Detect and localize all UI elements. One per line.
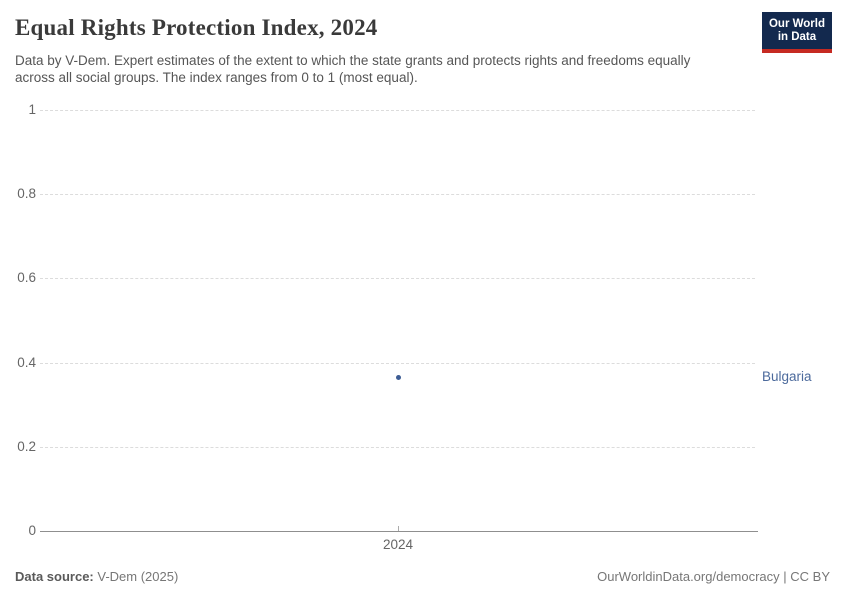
gridline — [40, 446, 755, 448]
gridline — [40, 362, 755, 364]
y-tick-label: 0.2 — [17, 438, 36, 454]
gridline — [40, 194, 755, 196]
chart-subtitle: Data by V-Dem. Expert estimates of the e… — [15, 53, 691, 85]
data-source-label: Data source: — [15, 569, 94, 584]
y-tick-label: 1 — [28, 102, 36, 117]
x-axis-line — [40, 531, 758, 532]
page-title: Equal Rights Protection Index, 2024 — [15, 15, 378, 40]
series-label-bulgaria[interactable]: Bulgaria — [762, 369, 812, 385]
y-tick-label: 0 — [28, 523, 36, 538]
x-tick-mark — [398, 526, 399, 531]
gridline — [40, 110, 755, 111]
credit-link[interactable]: OurWorldinData.org/democracy | CC BY — [597, 569, 830, 584]
x-tick-label: 2024 — [382, 537, 414, 552]
owid-logo: Our World in Data — [761, 12, 832, 53]
data-point-bulgaria[interactable] — [396, 375, 401, 381]
y-tick-label: 0.6 — [17, 270, 36, 286]
owid-logo-line1: Our World — [768, 18, 825, 30]
owid-logo-line2: in Data — [777, 31, 817, 43]
data-source: Data source: V-Dem (2025) — [15, 569, 178, 584]
y-tick-label: 0.4 — [17, 354, 36, 370]
data-source-value: V-Dem (2025) — [97, 569, 179, 584]
y-tick-label: 0.8 — [17, 186, 36, 202]
gridline — [40, 278, 755, 280]
